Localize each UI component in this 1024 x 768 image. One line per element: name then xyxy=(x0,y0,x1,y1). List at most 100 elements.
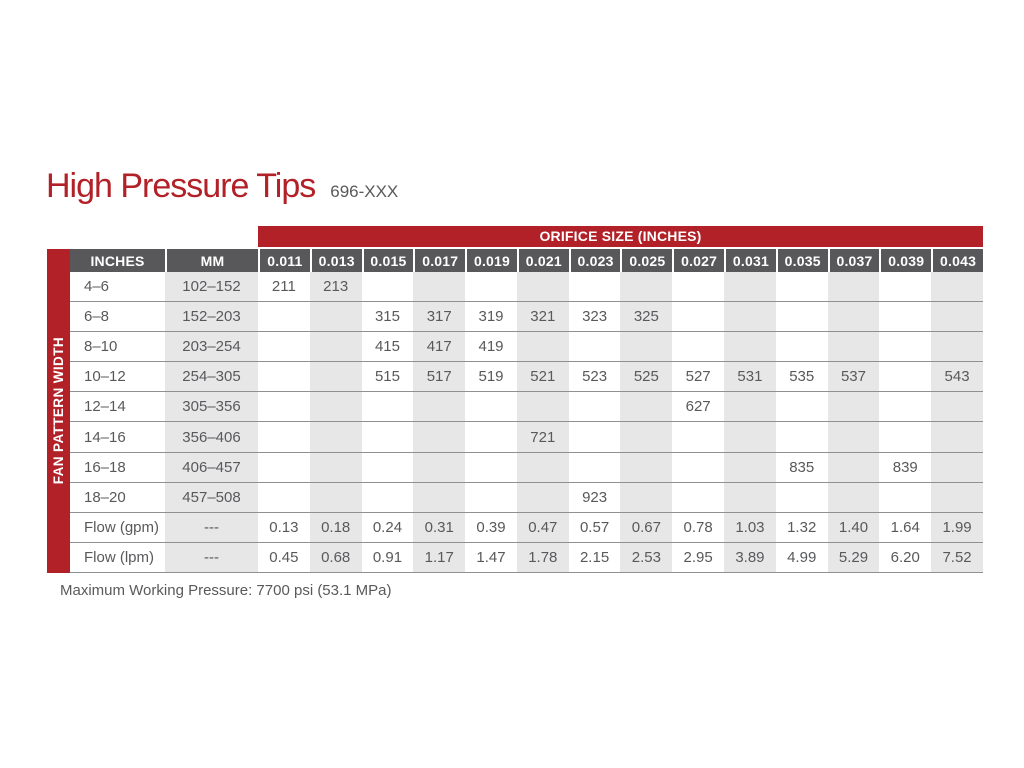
cell-value xyxy=(361,482,414,512)
cell-value xyxy=(516,482,569,512)
cell-value xyxy=(361,422,414,452)
cell-value xyxy=(672,302,725,332)
table-row: 18–20 457–508 923 xyxy=(70,482,983,513)
cell-value: 5.29 xyxy=(827,542,880,572)
cell-mm: 254–305 xyxy=(165,362,258,392)
cell-mm: --- xyxy=(165,542,258,572)
cell-value xyxy=(258,332,310,362)
col-header-mm: MM xyxy=(167,249,260,272)
cell-value xyxy=(775,422,828,452)
cell-value xyxy=(361,452,414,482)
col-header-orifice: 0.021 xyxy=(518,249,571,272)
cell-value: 2.95 xyxy=(672,542,725,572)
cell-value: 0.13 xyxy=(258,512,310,542)
cell-value xyxy=(568,332,621,362)
cell-value xyxy=(516,272,569,302)
cell-value xyxy=(620,392,673,422)
cell-value: 527 xyxy=(672,362,725,392)
cell-value: 521 xyxy=(516,362,569,392)
cell-value: 1.64 xyxy=(879,512,932,542)
cell-value xyxy=(827,482,880,512)
cell-value xyxy=(827,302,880,332)
table-row: 10–12 254–305 515 517 519 521 523 525 527 531 535 5… xyxy=(70,362,983,393)
table-row: 4–6 102–152 211 213 xyxy=(70,272,983,303)
cell-inches: Flow (gpm) xyxy=(70,512,165,542)
cell-value: 537 xyxy=(827,362,880,392)
cell-value: 415 xyxy=(361,332,414,362)
cell-value xyxy=(724,482,776,512)
col-header-orifice: 0.043 xyxy=(933,249,983,272)
cell-value: 2.53 xyxy=(620,542,673,572)
cell-value xyxy=(258,362,310,392)
table-row: 12–14 305–356 627 xyxy=(70,392,983,423)
cell-value xyxy=(413,392,466,422)
cell-value xyxy=(879,362,932,392)
table-row: 16–18 406–457 835 839 xyxy=(70,452,983,483)
cell-value xyxy=(465,422,517,452)
orifice-size-header: ORIFICE SIZE (INCHES) xyxy=(258,226,983,247)
cell-value xyxy=(258,482,310,512)
cell-value: 525 xyxy=(620,362,673,392)
cell-value: 1.47 xyxy=(465,542,517,572)
cell-value: 0.47 xyxy=(516,512,569,542)
cell-value: 417 xyxy=(413,332,466,362)
cell-value: 315 xyxy=(361,302,414,332)
cell-value xyxy=(568,422,621,452)
column-header-row: INCHES MM 0.011 0.013 0.015 0.017 0.019 0.021… xyxy=(70,249,983,272)
cell-value xyxy=(775,332,828,362)
cell-value xyxy=(931,332,983,362)
cell-value xyxy=(516,392,569,422)
cell-value xyxy=(827,392,880,422)
cell-value xyxy=(309,452,362,482)
cell-value xyxy=(516,452,569,482)
col-header-orifice: 0.039 xyxy=(881,249,934,272)
cell-value: 7.52 xyxy=(931,542,983,572)
cell-value xyxy=(309,422,362,452)
cell-inches: 12–14 xyxy=(70,392,165,422)
cell-value: 0.67 xyxy=(620,512,673,542)
cell-value: 0.68 xyxy=(309,542,362,572)
col-header-inches: INCHES xyxy=(70,249,167,272)
cell-value xyxy=(724,302,776,332)
col-header-orifice: 0.025 xyxy=(622,249,675,272)
cell-value xyxy=(413,482,466,512)
cell-value xyxy=(931,302,983,332)
cell-value xyxy=(879,272,932,302)
cell-value: 0.45 xyxy=(258,542,310,572)
cell-value xyxy=(465,392,517,422)
col-header-orifice: 0.027 xyxy=(674,249,727,272)
cell-value xyxy=(620,272,673,302)
table-row: Flow (gpm) --- 0.13 0.18 0.24 0.31 0.39 0.47 0.5… xyxy=(70,512,983,543)
page-title: High Pressure Tips xyxy=(46,167,316,205)
cell-inches: 10–12 xyxy=(70,362,165,392)
cell-value: 523 xyxy=(568,362,621,392)
cell-value xyxy=(724,422,776,452)
cell-value: 3.89 xyxy=(724,542,776,572)
cell-mm: --- xyxy=(165,512,258,542)
cell-value xyxy=(413,452,466,482)
cell-value: 531 xyxy=(724,362,776,392)
cell-value xyxy=(672,452,725,482)
cell-value: 2.15 xyxy=(568,542,621,572)
col-header-orifice: 0.023 xyxy=(570,249,623,272)
cell-mm: 102–152 xyxy=(165,272,258,302)
cell-value xyxy=(672,272,725,302)
cell-mm: 457–508 xyxy=(165,482,258,512)
cell-inches: Flow (lpm) xyxy=(70,542,165,572)
cell-value: 839 xyxy=(879,452,932,482)
cell-value xyxy=(465,272,517,302)
cell-value: 319 xyxy=(465,302,517,332)
cell-inches: 16–18 xyxy=(70,452,165,482)
col-header-orifice: 0.013 xyxy=(311,249,364,272)
cell-value xyxy=(775,302,828,332)
cell-value xyxy=(620,422,673,452)
part-number: 696-XXX xyxy=(330,182,399,201)
cell-value xyxy=(309,302,362,332)
cell-value xyxy=(568,272,621,302)
cell-value xyxy=(516,332,569,362)
cell-value: 0.78 xyxy=(672,512,725,542)
cell-inches: 18–20 xyxy=(70,482,165,512)
cell-mm: 203–254 xyxy=(165,332,258,362)
cell-value: 519 xyxy=(465,362,517,392)
cell-value: 0.24 xyxy=(361,512,414,542)
